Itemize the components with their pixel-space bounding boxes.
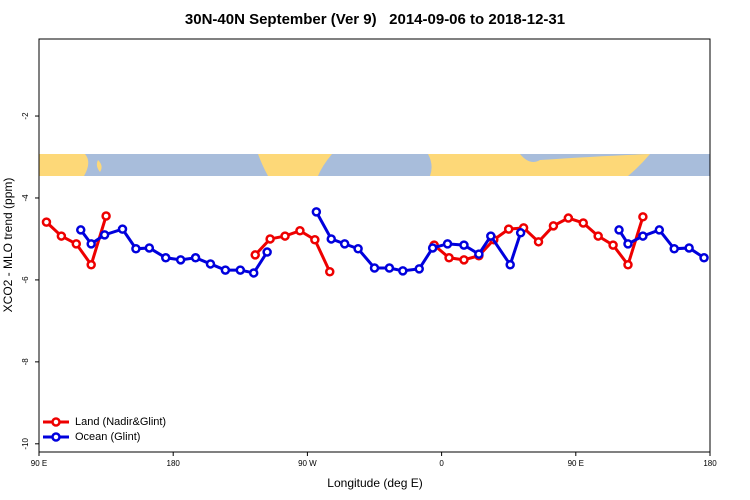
data-point	[548, 221, 559, 231]
data-point	[503, 224, 514, 234]
data-point	[459, 255, 469, 265]
data-point	[486, 231, 496, 241]
data-point	[265, 234, 275, 244]
data-point	[699, 253, 709, 263]
map-strip	[39, 154, 710, 176]
data-point	[325, 266, 335, 277]
data-point	[205, 259, 216, 269]
x-tick-label: 180	[167, 459, 181, 468]
data-point	[86, 239, 96, 249]
data-point	[250, 250, 260, 260]
data-point	[339, 239, 350, 249]
data-point	[623, 260, 633, 270]
data-point	[384, 263, 395, 273]
data-point	[563, 213, 574, 223]
y-tick-label: -8	[21, 358, 30, 366]
data-point	[459, 240, 469, 250]
legend-marker	[51, 417, 61, 427]
data-point	[310, 235, 320, 245]
data-point	[160, 253, 171, 263]
legend-marker	[51, 432, 61, 442]
x-tick-label: 0	[439, 459, 444, 468]
data-point	[175, 255, 186, 265]
legend-label: Ocean (Glint)	[75, 431, 140, 443]
y-tick-label: -10	[21, 437, 30, 449]
y-axis-label: XCO2 - MLO trend (ppm)	[1, 178, 15, 313]
data-point	[474, 249, 484, 259]
x-tick-label: 90 E	[568, 459, 584, 468]
data-point	[99, 230, 110, 240]
data-point	[414, 264, 424, 274]
data-point	[505, 260, 515, 270]
data-point	[131, 244, 141, 254]
data-point	[442, 239, 453, 249]
x-axis-label: Longitude (deg E)	[327, 476, 422, 490]
data-point	[117, 224, 128, 234]
data-point	[638, 231, 648, 241]
data-point	[295, 226, 305, 236]
data-point	[654, 225, 665, 235]
data-point	[444, 253, 454, 263]
data-point	[235, 265, 246, 275]
data-point	[56, 231, 67, 241]
data-point	[398, 266, 408, 276]
chart-title: 30N-40N September (Ver 9) 2014-09-06 to …	[185, 11, 565, 28]
data-point	[369, 263, 380, 273]
x-tick-label: 90 E	[31, 459, 47, 468]
data-point	[669, 244, 679, 254]
y-tick-label: -4	[21, 194, 30, 202]
data-point	[515, 228, 526, 238]
x-tick-label: 90 W	[298, 459, 317, 468]
x-tick-label: 180	[703, 459, 717, 468]
data-point	[248, 268, 259, 278]
data-point	[86, 260, 96, 270]
data-point	[220, 265, 231, 275]
data-point	[638, 212, 648, 222]
plot-frame	[38, 38, 711, 453]
data-point	[71, 239, 82, 249]
data-point	[623, 239, 633, 249]
data-point	[144, 243, 155, 253]
y-tick-label: -6	[21, 276, 30, 284]
data-point	[578, 218, 589, 228]
data-point	[533, 237, 544, 247]
data-point	[101, 211, 111, 221]
y-tick-label: -2	[21, 112, 30, 120]
data-point	[280, 231, 290, 241]
data-point	[427, 243, 438, 253]
data-point	[262, 247, 272, 257]
data-point	[614, 225, 624, 235]
data-point	[593, 231, 603, 241]
data-point	[311, 207, 322, 217]
data-point	[684, 243, 694, 253]
data-point	[41, 217, 52, 227]
data-point	[190, 253, 201, 263]
data-point	[353, 244, 363, 254]
data-point	[76, 225, 86, 235]
data-point	[326, 234, 337, 244]
legend-label: Land (Nadir&Glint)	[75, 416, 166, 428]
data-point	[608, 240, 618, 250]
